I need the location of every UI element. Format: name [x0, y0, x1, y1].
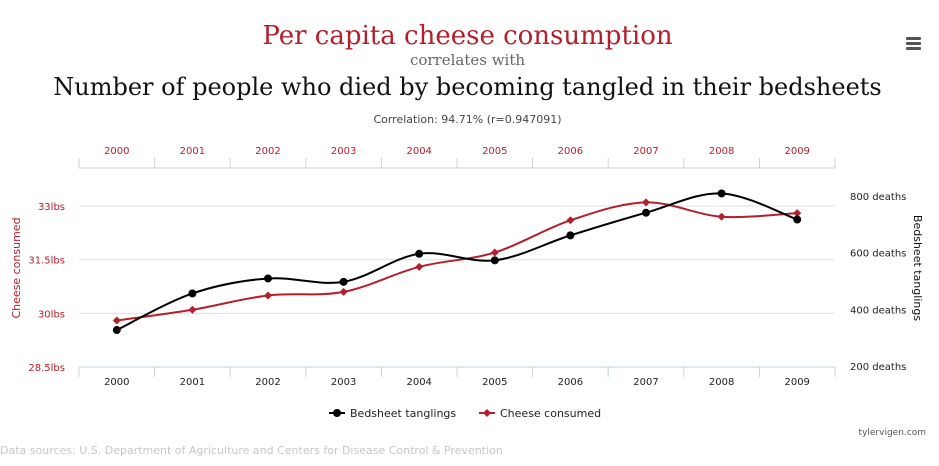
y-right-tick-label: 600 deaths — [850, 249, 906, 260]
data-point-bedsheet-tanglings — [490, 256, 499, 265]
data-point-cheese-consumed — [112, 316, 121, 325]
chart-title-secondary: Number of people who died by becoming ta… — [53, 73, 882, 101]
x-tick-label-bottom: 2000 — [104, 377, 129, 388]
x-tick-label-top: 2004 — [406, 146, 431, 157]
x-tick-label-top: 2005 — [482, 146, 507, 157]
series-layer — [112, 189, 802, 335]
x-tick-label-top: 2009 — [784, 146, 809, 157]
data-point-bedsheet-tanglings — [264, 274, 272, 283]
data-point-bedsheet-tanglings — [188, 289, 197, 298]
chart-title-primary: Per capita cheese consumption — [262, 21, 673, 51]
x-tick-label-bottom: 2002 — [255, 377, 280, 388]
data-point-cheese-consumed — [490, 248, 499, 257]
axes: 2000 2000 2001 2001 2002 2002 2003 2003 2004 2004… — [10, 146, 924, 388]
x-tick-label-bottom: 2008 — [709, 377, 734, 388]
data-point-cheese-consumed — [793, 209, 802, 218]
legend-marker-bedsheet-tanglings — [333, 409, 341, 417]
data-point-bedsheet-tanglings — [717, 189, 726, 198]
y-right-axis-title: Bedsheet tanglings — [911, 215, 924, 321]
data-point-cheese-consumed — [717, 212, 726, 221]
chart-connector-text: correlates with — [409, 51, 526, 69]
x-tick-label-bottom: 2006 — [558, 377, 583, 388]
y-right-tick-label: 800 deaths — [850, 192, 906, 203]
x-tick-label-top: 2003 — [331, 146, 356, 157]
x-tick-label-bottom: 2009 — [784, 377, 809, 388]
data-point-bedsheet-tanglings — [339, 277, 348, 286]
x-tick-label-top: 2002 — [255, 146, 280, 157]
data-sources-note: Data sources: U.S. Department of Agricul… — [0, 444, 503, 457]
legend: Bedsheet tanglings Cheese consumed — [329, 407, 601, 420]
x-tick-label-bottom: 2004 — [406, 377, 431, 388]
y-left-tick-label: 28.5lbs — [28, 363, 65, 374]
legend-marker-cheese-consumed — [483, 409, 491, 417]
x-tick-label-bottom: 2003 — [331, 377, 356, 388]
data-point-bedsheet-tanglings — [642, 208, 650, 217]
y-left-tick-label: 31.5lbs — [28, 256, 65, 267]
data-point-cheese-consumed — [566, 216, 575, 225]
x-tick-label-top: 2000 — [104, 146, 129, 157]
x-tick-label-bottom: 2007 — [633, 377, 658, 388]
data-point-bedsheet-tanglings — [112, 326, 121, 335]
data-point-cheese-consumed — [415, 262, 424, 271]
x-tick-label-top: 2006 — [558, 146, 583, 157]
x-tick-label-top: 2007 — [633, 146, 658, 157]
y-left-tick-label: 30lbs — [38, 309, 65, 320]
y-right-tick-label: 400 deaths — [850, 305, 906, 316]
data-point-cheese-consumed — [264, 291, 272, 300]
site-credit-link[interactable]: tylervigen.com — [858, 428, 926, 438]
grid-lines — [79, 205, 835, 368]
data-point-bedsheet-tanglings — [793, 215, 802, 224]
y-left-axis-title: Cheese consumed — [10, 217, 23, 318]
data-point-cheese-consumed — [339, 287, 348, 296]
hamburger-menu-icon[interactable] — [903, 35, 925, 51]
data-point-bedsheet-tanglings — [566, 231, 575, 240]
data-point-cheese-consumed — [188, 305, 197, 314]
x-tick-label-top: 2008 — [709, 146, 734, 157]
y-right-tick-label: 200 deaths — [850, 362, 906, 373]
legend-label-bedsheet-tanglings: Bedsheet tanglings — [350, 407, 456, 420]
x-tick-label-bottom: 2005 — [482, 377, 507, 388]
series-line-bedsheet-tanglings — [116, 192, 798, 331]
data-point-bedsheet-tanglings — [415, 249, 424, 258]
correlation-label: Correlation: 94.71% (r=0.947091) — [373, 113, 562, 126]
series-line-cheese-consumed — [116, 201, 798, 322]
data-point-cheese-consumed — [642, 198, 650, 207]
y-left-tick-label: 33lbs — [38, 202, 65, 213]
x-tick-label-bottom: 2001 — [180, 377, 205, 388]
x-tick-label-top: 2001 — [180, 146, 205, 157]
legend-label-cheese-consumed: Cheese consumed — [500, 407, 601, 420]
